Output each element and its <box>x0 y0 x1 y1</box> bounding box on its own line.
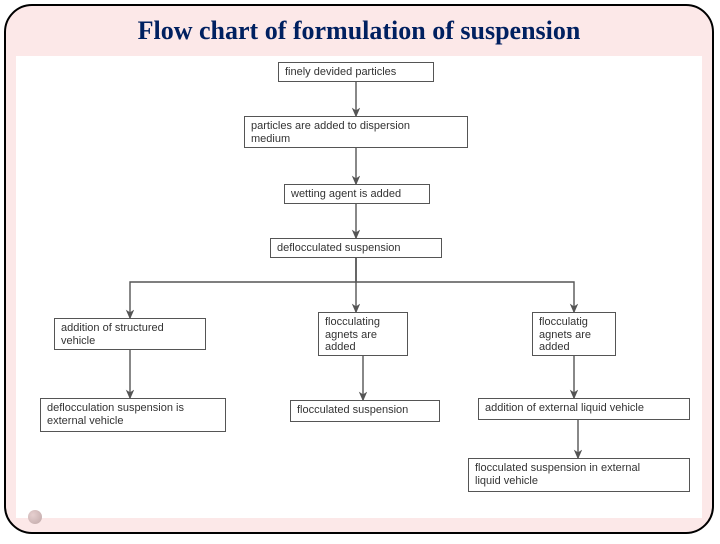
flowchart-node: addition of external liquid vehicle <box>478 398 690 420</box>
flowchart-node: deflocculated suspension <box>270 238 442 258</box>
flowchart-node: flocculatingagnets areadded <box>318 312 408 356</box>
flowchart-node: wetting agent is added <box>284 184 430 204</box>
flowchart-node: flocculated suspension in externalliquid… <box>468 458 690 492</box>
flowchart-edge <box>130 258 356 318</box>
flowchart-edge <box>356 258 574 312</box>
flowchart-node: addition of structuredvehicle <box>54 318 206 350</box>
flowchart-node: finely devided particles <box>278 62 434 82</box>
flowchart-node: flocculatigagnets areadded <box>532 312 616 356</box>
page-title: Flow chart of formulation of suspension <box>6 6 712 52</box>
page-indicator-dot <box>28 510 42 524</box>
flowchart-area: finely devided particles particles are ad… <box>16 56 702 518</box>
flowchart-node: deflocculation suspension isexternal veh… <box>40 398 226 432</box>
flowchart-node: particles are added to dispersionmedium <box>244 116 468 148</box>
slide-frame: Flow chart of formulation of suspension … <box>4 4 714 534</box>
flowchart-node: flocculated suspension <box>290 400 440 422</box>
